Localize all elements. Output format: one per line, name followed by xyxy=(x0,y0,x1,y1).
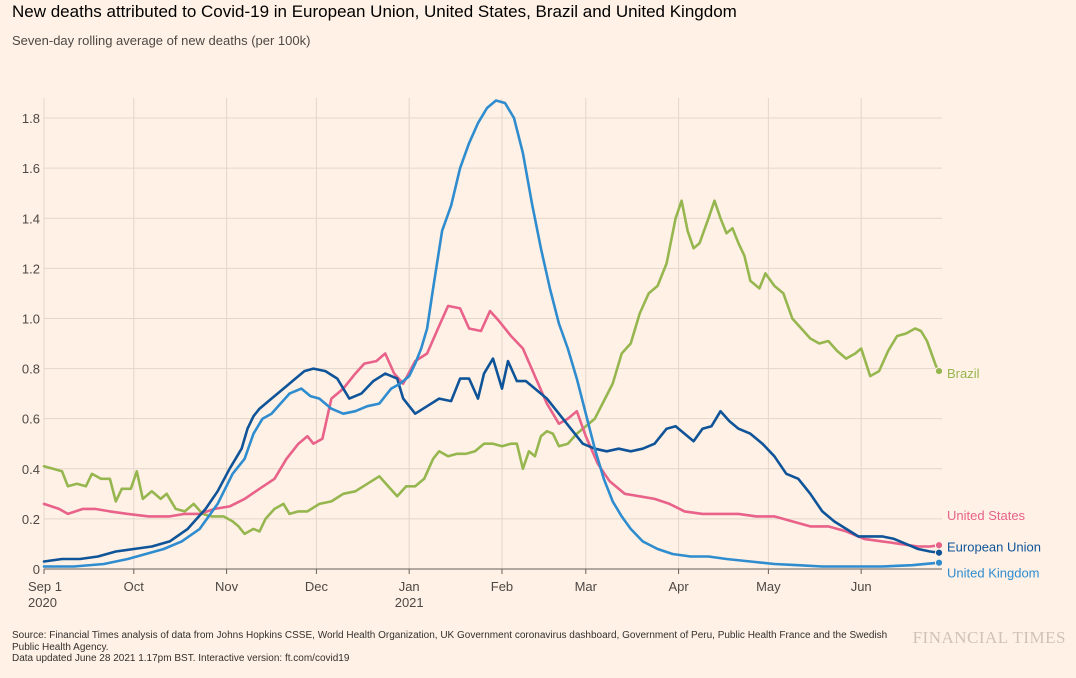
x-tick-label: May xyxy=(756,579,781,594)
series-endpoint-european-union xyxy=(934,548,944,557)
chart-title: New deaths attributed to Covid-19 in Eur… xyxy=(12,2,737,21)
x-tick-label: Nov xyxy=(215,579,239,594)
source-note: Source: Financial Times analysis of data… xyxy=(12,630,888,653)
series-lines xyxy=(42,99,941,568)
x-tick-label: Oct xyxy=(124,579,145,594)
footer: Source: Financial Times analysis of data… xyxy=(12,630,892,665)
series-endpoint-united-kingdom xyxy=(934,558,944,567)
y-tick-label: 1.8 xyxy=(22,111,40,126)
x-tick-label: Dec xyxy=(305,579,329,594)
y-tick-label: 0.6 xyxy=(22,412,40,427)
y-tick-label: 1.2 xyxy=(22,261,40,276)
x-tick-label: Feb xyxy=(491,579,513,594)
series-line-brazil xyxy=(42,199,941,536)
grid xyxy=(43,98,942,569)
y-tick-label: 0.4 xyxy=(22,462,40,477)
y-tick-label: 0.8 xyxy=(22,362,40,377)
y-tick-label: 1.0 xyxy=(22,311,40,326)
series-line-united-states xyxy=(42,304,941,548)
series-endpoint-brazil xyxy=(934,366,944,376)
y-tick-label: 1.4 xyxy=(22,211,40,226)
x-tick-label: Apr xyxy=(668,579,689,594)
x-tick-sublabel: 2021 xyxy=(395,595,424,610)
series-line-european-union xyxy=(42,357,941,563)
y-tick-label: 0 xyxy=(33,562,40,577)
series-endpoint-united-states xyxy=(934,541,944,550)
series-label-united-states: United States xyxy=(947,508,1026,523)
series-labels: Brazil United States European Union United … xyxy=(934,366,1041,581)
brand-logo: FINANCIAL TIMES xyxy=(912,628,1066,647)
x-tick-label: Sep 1 xyxy=(28,579,62,594)
chart-subtitle: Seven-day rolling average of new deaths … xyxy=(12,33,311,48)
x-tick-label: Jan xyxy=(399,579,420,594)
series-line-united-kingdom xyxy=(42,99,941,568)
series-label-united-kingdom: United Kingdom xyxy=(947,566,1039,581)
updated-note: Data updated June 28 2021 1.17pm BST. In… xyxy=(12,653,350,664)
series-label-european-union: European Union xyxy=(947,540,1041,555)
y-tick-label: 1.6 xyxy=(22,161,40,176)
x-tick-sublabel: 2020 xyxy=(28,595,57,610)
y-tick-label: 0.2 xyxy=(22,512,40,527)
x-tick-label: Mar xyxy=(575,579,598,594)
x-tick-label: Jun xyxy=(851,579,872,594)
series-label-brazil: Brazil xyxy=(947,366,980,381)
